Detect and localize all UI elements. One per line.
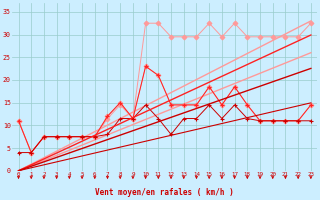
X-axis label: Vent moyen/en rafales ( km/h ): Vent moyen/en rafales ( km/h ) xyxy=(95,188,234,197)
